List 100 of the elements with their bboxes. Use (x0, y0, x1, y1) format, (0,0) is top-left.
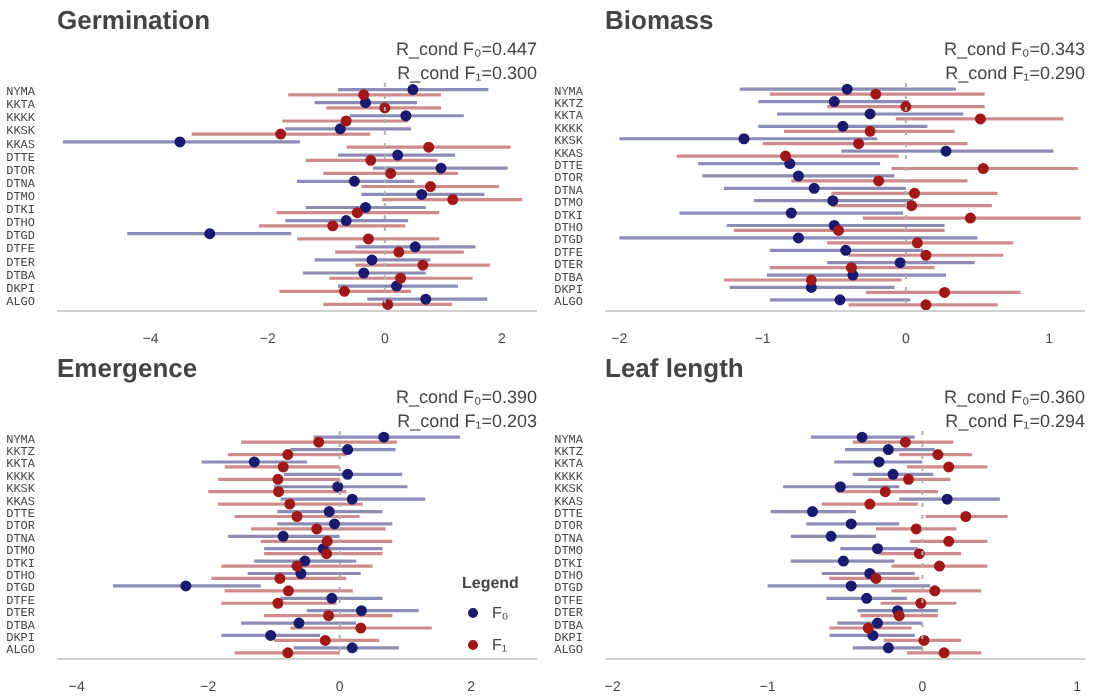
point (940, 145, 952, 157)
point (941, 493, 953, 505)
point (808, 182, 820, 194)
point (323, 610, 335, 622)
legend-title: Legend (462, 574, 521, 592)
point (920, 299, 932, 311)
chart-title: Leaf length (605, 353, 744, 383)
annotation: R_cond F₁=0.294 (945, 411, 1086, 431)
point (862, 622, 874, 634)
point (977, 163, 989, 174)
point (856, 431, 868, 443)
point (864, 125, 876, 137)
point (932, 449, 944, 461)
point (319, 634, 331, 646)
point (864, 108, 876, 120)
point (291, 511, 303, 522)
legend-label: F₁ (492, 634, 510, 654)
point (265, 629, 277, 641)
point (273, 486, 285, 498)
point (328, 518, 340, 530)
point (282, 647, 294, 659)
point (284, 498, 296, 510)
point (272, 473, 284, 485)
point (864, 498, 876, 510)
point (805, 274, 817, 286)
point (870, 572, 882, 584)
point (834, 481, 846, 493)
point (277, 530, 289, 542)
point (882, 642, 894, 654)
point (902, 473, 914, 485)
point (323, 506, 335, 518)
point (326, 592, 338, 604)
point (291, 560, 303, 572)
point (872, 617, 884, 629)
point (355, 605, 367, 617)
point (825, 530, 837, 542)
point (894, 257, 906, 269)
point (939, 286, 951, 298)
text: R_cond F₀=0.447 (395, 39, 538, 59)
point (893, 610, 905, 622)
point (920, 249, 932, 261)
point (378, 431, 390, 443)
point (780, 150, 792, 162)
text: R_cond F₀=0.390 (395, 387, 538, 407)
point (861, 592, 873, 604)
point (870, 88, 882, 100)
point (853, 138, 865, 150)
point (833, 224, 845, 236)
point (841, 83, 853, 95)
point (792, 170, 804, 182)
point (321, 548, 333, 560)
chart-title: Emergence (57, 353, 198, 383)
point (355, 622, 367, 634)
point (960, 511, 972, 522)
point (899, 436, 911, 448)
chart-title: Germination (57, 5, 211, 35)
point (342, 468, 354, 480)
point (845, 580, 857, 592)
point (873, 456, 885, 468)
point (845, 262, 857, 274)
legend-label: F₀ (492, 602, 511, 622)
point (248, 456, 260, 468)
point (882, 444, 894, 456)
point (274, 572, 286, 584)
point (827, 195, 839, 207)
annotation: R_cond F₁=0.203 (397, 411, 538, 431)
point (873, 175, 885, 187)
point (282, 449, 294, 461)
point (828, 96, 840, 108)
point (321, 535, 333, 547)
point (872, 543, 884, 555)
point (879, 486, 891, 498)
point (792, 232, 804, 244)
point (311, 523, 323, 535)
point (837, 555, 849, 567)
point (346, 493, 358, 505)
point (180, 580, 192, 592)
point (277, 461, 289, 473)
point (933, 560, 945, 572)
annotation: R_cond F₁=0.300 (397, 63, 538, 83)
point (964, 212, 976, 224)
point (910, 523, 922, 535)
point (785, 207, 797, 219)
point (938, 647, 950, 659)
point (834, 294, 846, 306)
text: R_cond F₀=0.360 (943, 387, 1086, 407)
point (282, 585, 294, 597)
point (272, 597, 284, 609)
text: R_cond F₀=0.343 (943, 39, 1086, 59)
point (918, 634, 930, 646)
point (332, 481, 344, 493)
point (943, 535, 955, 547)
point (845, 518, 857, 530)
point (887, 468, 899, 480)
point (837, 120, 849, 132)
point (929, 585, 941, 597)
point (346, 642, 358, 654)
point (840, 244, 852, 256)
point (293, 617, 305, 629)
point (342, 444, 354, 456)
